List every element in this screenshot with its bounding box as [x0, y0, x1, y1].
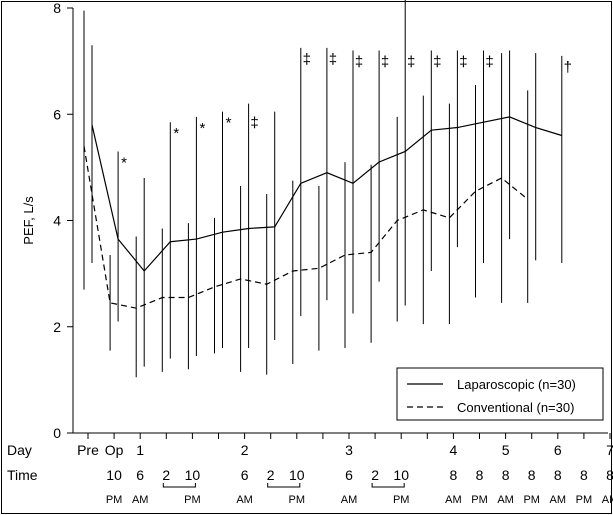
- laparoscopic-line: [91, 116, 562, 272]
- period-label: PM: [289, 494, 306, 506]
- time-label: 8: [528, 467, 536, 483]
- period-label: PM: [184, 494, 201, 506]
- time-label: 10: [185, 467, 201, 483]
- time-label: 10: [106, 467, 122, 483]
- time-label: 6: [345, 467, 353, 483]
- time-label: 2: [371, 467, 379, 483]
- time-label: 6: [241, 467, 249, 483]
- significance-marker: ‡: [250, 115, 258, 132]
- period-label: AM: [445, 494, 462, 506]
- time-label: 10: [289, 467, 305, 483]
- significance-marker: ‡: [303, 51, 311, 68]
- y-tick-label: 8: [53, 0, 61, 16]
- significance-marker: *: [199, 120, 205, 137]
- significance-marker: ‡: [329, 51, 337, 68]
- day-label: 4: [450, 442, 458, 458]
- time-bracket: [371, 483, 405, 488]
- period-label: PM: [576, 494, 593, 506]
- y-tick-label: 0: [53, 425, 61, 441]
- day-label: Op: [105, 442, 124, 458]
- period-label: PM: [393, 494, 410, 506]
- significance-marker: *: [226, 115, 232, 132]
- significance-marker: ‡: [459, 54, 467, 71]
- day-label: 3: [345, 442, 353, 458]
- legend-box: [396, 367, 604, 421]
- period-label: AM: [497, 494, 514, 506]
- y-axis-title: PEF, L/s: [21, 196, 36, 245]
- time-label: 2: [267, 467, 275, 483]
- day-label: 1: [136, 442, 144, 458]
- period-label: PM: [471, 494, 488, 506]
- period-label: PM: [106, 494, 123, 506]
- period-label: AM: [341, 494, 358, 506]
- legend-entry-label: Conventional (n=30): [457, 400, 574, 415]
- time-bracket: [267, 483, 301, 488]
- time-label: 8: [476, 467, 484, 483]
- significance-marker: ‡: [407, 54, 415, 71]
- y-tick-label: 6: [53, 106, 61, 122]
- significance-marker: *: [173, 125, 179, 142]
- period-label: AM: [236, 494, 253, 506]
- day-label: 5: [502, 442, 510, 458]
- time-label: 8: [606, 467, 613, 483]
- time-label: 8: [502, 467, 510, 483]
- day-row-label: Day: [7, 442, 32, 458]
- significance-marker: *: [121, 154, 127, 171]
- period-label: PM: [523, 494, 540, 506]
- time-bracket: [162, 483, 196, 488]
- day-label: Pre: [77, 442, 99, 458]
- time-label: 10: [393, 467, 409, 483]
- legend-entry-label: Laparoscopic (n=30): [457, 377, 576, 392]
- period-label: AM: [132, 494, 149, 506]
- time-label: 8: [580, 467, 588, 483]
- time-label: 8: [554, 467, 562, 483]
- y-tick-label: 4: [53, 213, 61, 229]
- time-label: 2: [162, 467, 170, 483]
- conventional-line: [83, 146, 529, 309]
- significance-marker: ‡: [381, 54, 389, 71]
- significance-marker: ‡: [433, 54, 441, 71]
- time-row-label: Time: [7, 467, 38, 483]
- y-tick-label: 2: [53, 319, 61, 335]
- significance-marker: †: [564, 59, 572, 76]
- period-label: AM: [550, 494, 567, 506]
- period-label: AM: [602, 494, 613, 506]
- time-label: 8: [450, 467, 458, 483]
- time-label: 6: [136, 467, 144, 483]
- day-label: 7: [606, 442, 613, 458]
- significance-marker: ‡: [355, 54, 363, 71]
- day-label: 6: [554, 442, 562, 458]
- significance-marker: ‡: [485, 54, 493, 71]
- day-label: 2: [241, 442, 249, 458]
